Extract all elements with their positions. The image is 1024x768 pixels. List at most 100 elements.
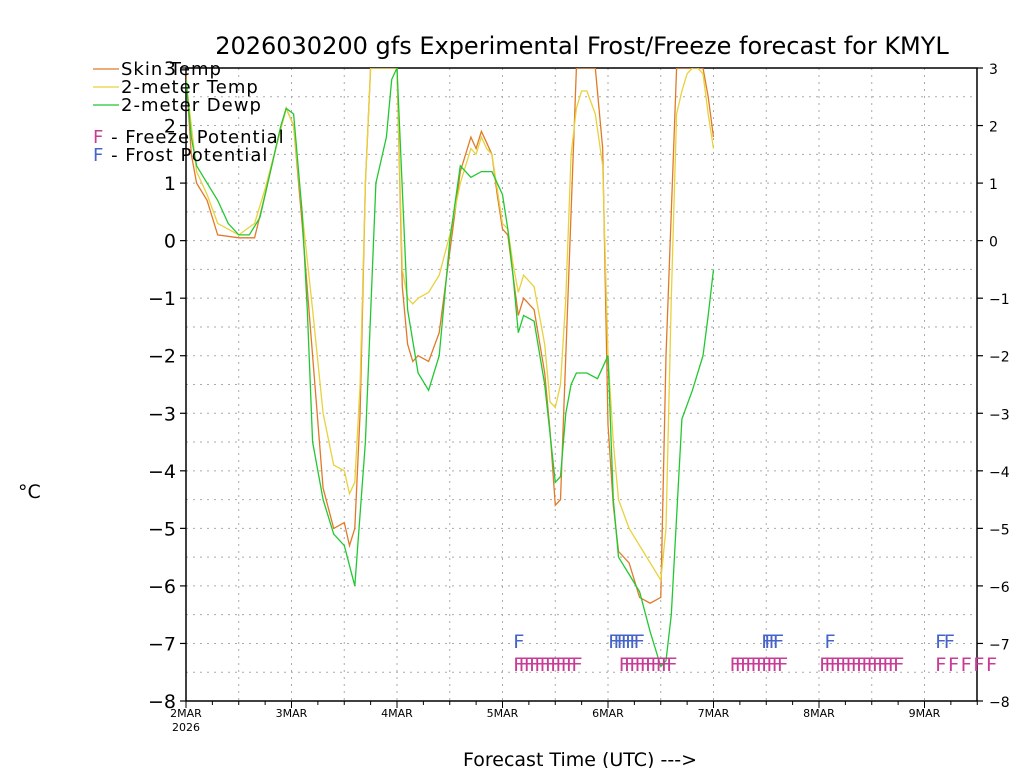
freeze-mark: F — [861, 654, 872, 676]
y-tick-label-left: −4 — [148, 461, 176, 483]
frost-mark: F — [621, 631, 632, 653]
x-tick-label: 9MAR — [909, 707, 941, 720]
y-tick-label-left: 1 — [164, 173, 176, 195]
freeze-mark: F — [872, 654, 883, 676]
legend-frost: F - Frost Potential — [93, 145, 268, 166]
y-tick-label-left: 3 — [164, 58, 176, 80]
y-tick-label-right: −4 — [989, 465, 1010, 481]
x-tick-label: 3MAR — [276, 707, 308, 720]
freeze-mark: F — [534, 654, 545, 676]
freeze-mark: F — [766, 654, 777, 676]
freeze-mark: F — [866, 654, 877, 676]
y-tick-label-right: −2 — [989, 350, 1010, 366]
freeze-mark: F — [750, 654, 761, 676]
freeze-mark: F — [545, 654, 556, 676]
y-tick-label-left: −6 — [148, 576, 176, 598]
frost-mark: F — [768, 631, 779, 653]
frost-mark: F — [761, 631, 772, 653]
freeze-mark: F — [561, 654, 572, 676]
x-axis-label: Forecast Time (UTC) ---> — [463, 749, 697, 768]
frost-mark: F — [625, 631, 636, 653]
freeze-mark: F — [735, 654, 746, 676]
x-tick-label: 7MAR — [698, 707, 730, 720]
freeze-mark: F — [513, 654, 524, 676]
x-tick-sublabel: 2026 — [172, 721, 200, 734]
x-tick-label: 2MAR — [170, 707, 202, 720]
x-tick-label: 5MAR — [487, 707, 519, 720]
x-tick-label: 6MAR — [592, 707, 624, 720]
freeze-mark: F — [819, 654, 830, 676]
freeze-mark: F — [640, 654, 651, 676]
freeze-mark: F — [518, 654, 529, 676]
freeze-mark: F — [851, 654, 862, 676]
freeze-mark: F — [893, 654, 904, 676]
freeze-mark: F — [555, 654, 566, 676]
freeze-mark: F — [740, 654, 751, 676]
y-tick-label-left: −2 — [148, 346, 176, 368]
series-line-skin-temp — [186, 68, 715, 604]
freeze-mark: F — [772, 654, 783, 676]
freeze-mark: F — [756, 654, 767, 676]
freeze-mark: F — [840, 654, 851, 676]
frost-mark: F — [764, 631, 775, 653]
freeze-mark: F — [666, 654, 677, 676]
frost-mark: F — [824, 631, 835, 653]
legend-entry: 2-meter Dewp — [121, 95, 262, 116]
freeze-mark: F — [645, 654, 656, 676]
freeze-mark: F — [845, 654, 856, 676]
freeze-mark: F — [629, 654, 640, 676]
freeze-mark: F — [524, 654, 535, 676]
y-tick-label-right: −6 — [989, 580, 1010, 596]
freeze-mark: F — [634, 654, 645, 676]
frost-mark: F — [613, 631, 624, 653]
y-tick-label-left: −3 — [148, 403, 176, 425]
freeze-mark: F — [745, 654, 756, 676]
grid — [186, 68, 977, 701]
freeze-mark: F — [529, 654, 540, 676]
series-line-2-meter-temp — [186, 68, 715, 583]
y-tick-label-left: −7 — [148, 633, 176, 655]
freeze-mark: F — [571, 654, 582, 676]
x-tick-label: 8MAR — [803, 707, 835, 720]
freeze-mark: F — [882, 654, 893, 676]
freeze-mark: F — [619, 654, 630, 676]
frost-mark: F — [513, 631, 524, 653]
y-tick-label-right: −5 — [989, 522, 1010, 538]
freeze-mark: F — [960, 654, 971, 676]
series-layer — [186, 68, 715, 668]
y-tick-label-right: 3 — [989, 62, 998, 78]
y-tick-label-right: −1 — [989, 292, 1010, 308]
freeze-mark: F — [835, 654, 846, 676]
freeze-mark: F — [650, 654, 661, 676]
freeze-mark: F — [661, 654, 672, 676]
frost-mark: F — [943, 631, 954, 653]
frost-mark: F — [608, 631, 619, 653]
frost-mark: F — [629, 631, 640, 653]
y-tick-label-left: −5 — [148, 518, 176, 540]
frost-mark: F — [935, 631, 946, 653]
freeze-mark: F — [550, 654, 561, 676]
legend-freeze: F - Freeze Potential — [93, 127, 285, 148]
y-tick-label-right: 1 — [989, 177, 998, 193]
chart-title: 2026030200 gfs Experimental Frost/Freeze… — [215, 32, 949, 60]
freeze-mark: F — [877, 654, 888, 676]
frost-mark: F — [773, 631, 784, 653]
freeze-mark: F — [973, 654, 984, 676]
y-tick-label-right: 2 — [989, 120, 998, 136]
y-tick-label-left: 0 — [164, 231, 176, 253]
x-tick-label: 4MAR — [381, 707, 413, 720]
y-tick-label-right: −8 — [989, 695, 1010, 711]
freeze-mark: F — [539, 654, 550, 676]
frost-mark: F — [616, 631, 627, 653]
series-line-2-meter-dewp — [186, 68, 715, 668]
y-axis-label: °C — [18, 481, 41, 503]
legend-entry: 2-meter Temp — [121, 77, 259, 98]
y-tick-label-right: 0 — [989, 235, 998, 251]
legend-freeze-letter: F — [93, 127, 104, 148]
freeze-mark: F — [566, 654, 577, 676]
freeze-mark: F — [824, 654, 835, 676]
y-tick-label-right: −3 — [989, 407, 1010, 423]
freeze-mark: F — [935, 654, 946, 676]
y-tick-label-right: −7 — [989, 637, 1010, 653]
y-tick-label-left: 2 — [164, 116, 176, 138]
